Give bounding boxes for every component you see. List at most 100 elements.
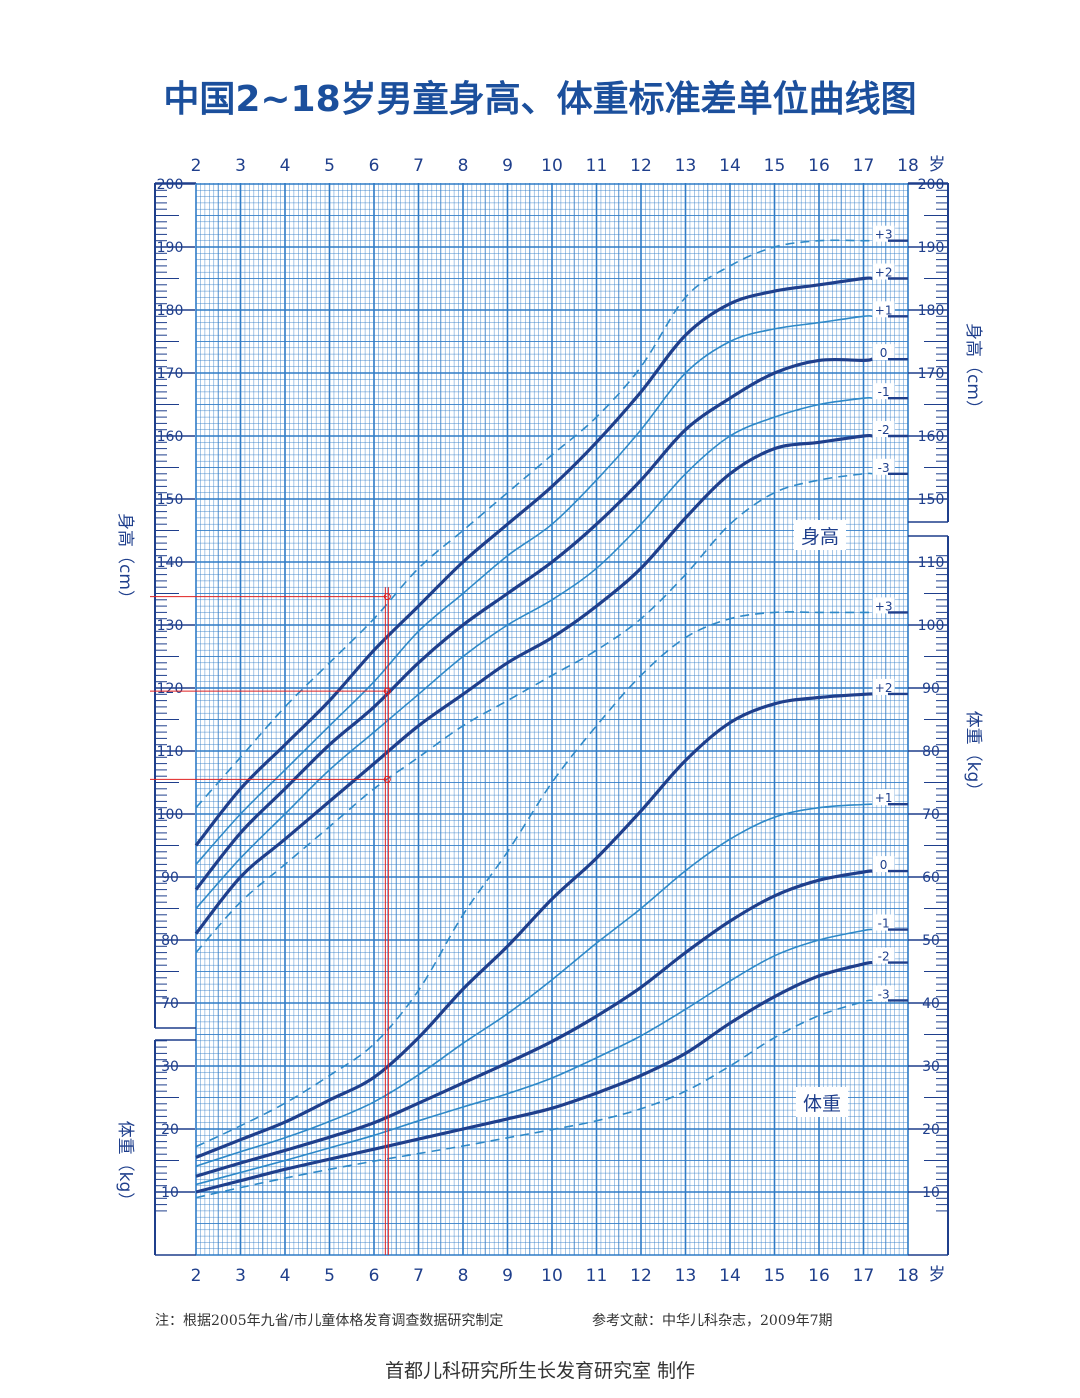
- marker-point-0: [383, 593, 391, 601]
- reference-note: 参考文献：中华儿科杂志，2009年7期: [592, 1313, 833, 1329]
- age-tick-bottom-9: 9: [502, 1266, 513, 1286]
- height-tick-left-200: 200: [157, 177, 184, 193]
- height-tick-right-160: 160: [918, 429, 945, 445]
- age-tick-top-8: 8: [458, 156, 469, 176]
- data-source-note: 注：根据2005年九省/市儿童体格发育调查数据研究制定: [155, 1313, 504, 1329]
- weight-curve-0: [195, 869, 873, 1178]
- age-tick-bottom-16: 16: [808, 1266, 830, 1286]
- height-tick-left-190: 190: [157, 240, 184, 256]
- height-tick-left-160: 160: [157, 429, 184, 445]
- age-tick-bottom-12: 12: [630, 1266, 652, 1286]
- age-tick-top-5: 5: [324, 156, 335, 176]
- height-tick-right-200: 200: [918, 177, 945, 193]
- height-tick-left-140: 140: [157, 555, 184, 571]
- weight-curve-minus2: [195, 960, 873, 1194]
- height-tick-right-150: 150: [918, 492, 945, 508]
- weight-tick-right-110: 110: [918, 555, 945, 571]
- weight-curve-minus3: [195, 999, 873, 1199]
- weight-section-label: 体重: [803, 1093, 841, 1115]
- height-sd-label-minus1: -1: [878, 385, 890, 399]
- weight-sd-label-plus1: +1: [875, 791, 893, 805]
- weight-tick-right-50: 50: [922, 933, 940, 949]
- height-tick-left-100: 100: [157, 807, 184, 823]
- height-curve-minus3: [195, 472, 873, 954]
- age-tick-bottom-14: 14: [719, 1266, 741, 1286]
- weight-sd-label-minus3: -3: [878, 987, 890, 1001]
- height-sd-label-plus1: +1: [875, 303, 893, 317]
- age-tick-top-4: 4: [280, 156, 291, 176]
- chart-grid: [195, 183, 909, 1256]
- marker-point-1: [383, 687, 391, 695]
- height-curve-plus1: [195, 315, 873, 865]
- weight-tick-right-80: 80: [922, 744, 940, 760]
- age-tick-bottom-6: 6: [369, 1266, 380, 1286]
- height-sd-label-minus2: -2: [878, 423, 890, 437]
- age-tick-bottom-13: 13: [675, 1266, 697, 1286]
- height-tick-left-120: 120: [157, 681, 184, 697]
- age-unit-top: 岁: [929, 155, 946, 175]
- height-curve-0: [194, 357, 873, 891]
- age-unit-bottom: 岁: [929, 1265, 946, 1285]
- height-axis-label-left: 身高（cm）: [115, 513, 135, 607]
- weight-axis-label-right: 体重（kg）: [963, 711, 983, 800]
- age-tick-bottom-2: 2: [191, 1266, 202, 1286]
- age-tick-top-14: 14: [719, 156, 741, 176]
- weight-curve-minus1: [195, 928, 873, 1186]
- age-tick-top-11: 11: [586, 156, 608, 176]
- age-tick-top-13: 13: [675, 156, 697, 176]
- weight-tick-left-10: 10: [161, 1185, 179, 1201]
- age-tick-top-3: 3: [235, 156, 246, 176]
- chart-title: 中国2~18岁男童身高、体重标准差单位曲线图: [163, 79, 917, 120]
- height-tick-left-170: 170: [157, 366, 184, 382]
- age-tick-top-12: 12: [630, 156, 652, 176]
- height-tick-right-190: 190: [918, 240, 945, 256]
- height-sd-label-plus2: +2: [875, 266, 893, 280]
- age-tick-top-10: 10: [541, 156, 563, 176]
- height-sd-label-plus3: +3: [875, 228, 893, 242]
- age-tick-top-6: 6: [369, 156, 380, 176]
- weight-tick-right-60: 60: [922, 870, 940, 886]
- height-tick-right-180: 180: [918, 303, 945, 319]
- marker-point-2: [383, 775, 391, 783]
- height-tick-left-90: 90: [161, 870, 179, 886]
- height-tick-right-170: 170: [918, 366, 945, 382]
- weight-axis-label-left: 体重（kg）: [115, 1121, 135, 1210]
- weight-tick-right-30: 30: [922, 1059, 940, 1075]
- weight-tick-left-30: 30: [161, 1059, 179, 1075]
- weight-tick-right-40: 40: [922, 996, 940, 1012]
- weight-sd-label-0: 0: [880, 858, 888, 872]
- age-tick-bottom-7: 7: [413, 1266, 424, 1286]
- height-tick-left-110: 110: [157, 744, 184, 760]
- weight-curve-plus2: [195, 692, 873, 1159]
- height-curve-plus2: [194, 276, 873, 847]
- age-tick-top-2: 2: [191, 156, 202, 176]
- age-tick-top-9: 9: [502, 156, 513, 176]
- age-tick-bottom-3: 3: [235, 1266, 246, 1286]
- weight-sd-label-minus2: -2: [878, 950, 890, 964]
- age-tick-bottom-18: 18: [897, 1266, 919, 1286]
- weight-tick-right-100: 100: [918, 618, 945, 634]
- age-tick-top-18: 18: [897, 156, 919, 176]
- age-tick-top-17: 17: [853, 156, 875, 176]
- weight-sd-label-minus1: -1: [878, 917, 890, 931]
- height-tick-left-180: 180: [157, 303, 184, 319]
- weight-curve-plus1: [195, 803, 873, 1167]
- height-sd-label-0: 0: [880, 346, 888, 360]
- weight-sd-label-plus2: +2: [875, 681, 893, 695]
- height-tick-left-80: 80: [161, 933, 179, 949]
- age-tick-bottom-5: 5: [324, 1266, 335, 1286]
- weight-tick-right-20: 20: [922, 1122, 940, 1138]
- producer-footer: 首都儿科研究所生长发育研究室 制作: [384, 1360, 696, 1382]
- age-tick-bottom-8: 8: [458, 1266, 469, 1286]
- weight-tick-right-90: 90: [922, 681, 940, 697]
- age-tick-bottom-11: 11: [586, 1266, 608, 1286]
- height-section-label: 身高: [801, 526, 839, 548]
- weight-sd-label-plus3: +3: [875, 599, 893, 613]
- height-axis-label-right: 身高（cm）: [963, 323, 983, 417]
- age-tick-bottom-17: 17: [853, 1266, 875, 1286]
- height-tick-left-130: 130: [157, 618, 184, 634]
- height-curve-minus1: [195, 396, 873, 910]
- age-tick-bottom-4: 4: [280, 1266, 291, 1286]
- age-tick-bottom-10: 10: [541, 1266, 563, 1286]
